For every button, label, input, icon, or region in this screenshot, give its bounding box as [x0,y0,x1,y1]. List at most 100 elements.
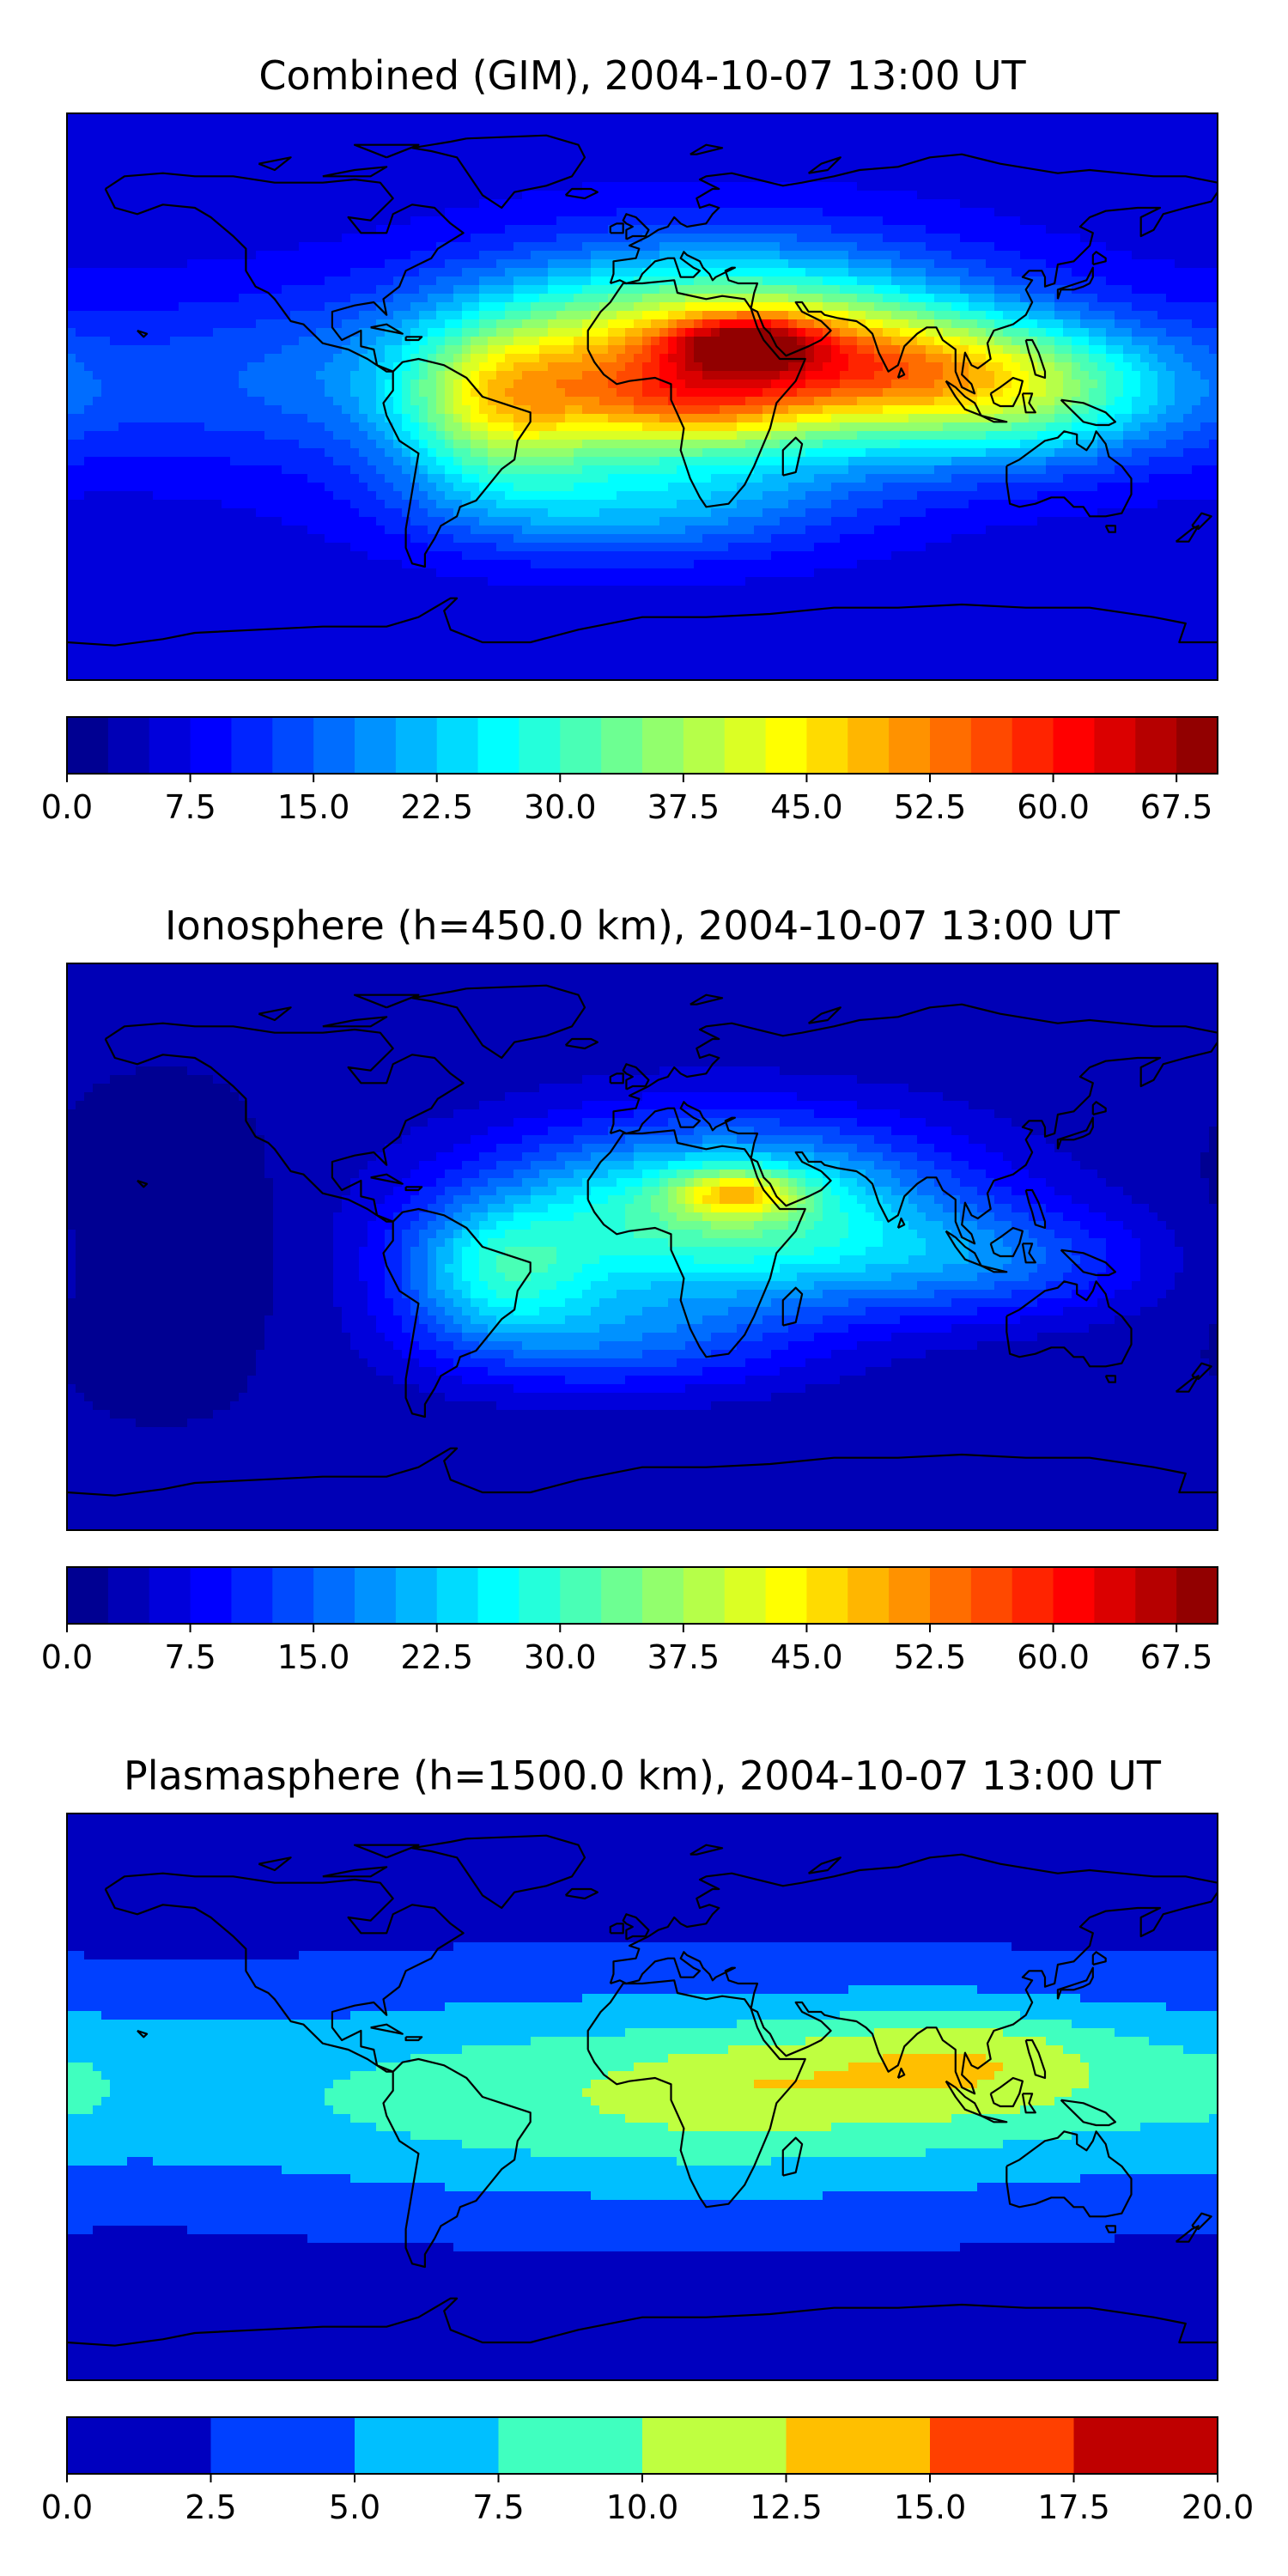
heatmap-cell [513,294,523,303]
heatmap-cell [1106,113,1115,123]
heatmap-cell [908,276,918,286]
heatmap-cell [479,362,489,372]
heatmap-cell [471,311,480,320]
heatmap-cell [488,139,497,149]
heatmap-cell [883,173,892,183]
heatmap-cell [762,131,772,140]
heatmap-cell [479,122,489,131]
heatmap-cell [917,354,927,363]
heatmap-cell [179,380,188,389]
heatmap-cell [908,294,918,303]
heatmap-cell [840,131,849,140]
heatmap-cell [368,311,377,320]
heatmap-cell [848,268,858,277]
heatmap-cell [1157,173,1167,183]
heatmap-cell [685,294,695,303]
heatmap-cell [866,345,875,355]
heatmap-cell [556,225,566,234]
heatmap-cell [900,268,909,277]
heatmap-cell [513,251,523,260]
heatmap-cell [505,199,514,209]
heatmap-cell [548,422,557,432]
heatmap-cell [951,259,961,269]
heatmap-cell [1097,276,1107,286]
heatmap-cell [273,354,283,363]
heatmap-cell [977,113,987,123]
heatmap-cell [247,388,257,398]
heatmap-cell [823,380,832,389]
heatmap-cell [659,362,669,372]
heatmap-cell [737,148,746,157]
heatmap-cell [994,422,1004,432]
heatmap-cell [634,234,643,243]
heatmap-cell [1175,182,1184,191]
heatmap-cell [1123,311,1133,320]
heatmap-cell [170,319,179,329]
heatmap-cell [84,397,94,406]
heatmap-cell [1012,354,1021,363]
heatmap-cell [1157,156,1167,166]
heatmap-cell [333,259,343,269]
heatmap-cell [136,431,145,440]
heatmap-cell [574,285,583,295]
heatmap-cell [797,328,806,337]
heatmap-cell [1200,191,1210,200]
heatmap-cell [857,242,866,252]
heatmap-cell [788,122,798,131]
heatmap-cell [488,345,497,355]
heatmap-cell [754,148,763,157]
heatmap-cell [780,242,789,252]
heatmap-cell [213,311,222,320]
heatmap-cell [101,251,111,260]
heatmap-cell [591,182,600,191]
heatmap-cell [1037,388,1047,398]
heatmap-cell [290,251,300,260]
heatmap-cell [471,345,480,355]
heatmap-cell [960,397,969,406]
heatmap-cell [256,405,265,415]
heatmap-cell [814,131,823,140]
heatmap-cell [625,380,635,389]
heatmap-cell [960,414,969,423]
heatmap-cell [84,388,94,398]
heatmap-cell [677,131,686,140]
heatmap-cell [745,234,755,243]
heatmap-cell [960,285,969,295]
heatmap-cell [1072,345,1081,355]
heatmap-cell [651,173,660,183]
heatmap-cell [496,268,506,277]
heatmap-cell [788,259,798,269]
heatmap-cell [376,259,386,269]
heatmap-cell [239,251,248,260]
heatmap-cell [1089,405,1098,415]
heatmap-cell [93,173,102,183]
heatmap-cell [840,405,849,415]
heatmap-cell [307,148,317,157]
heatmap-cell [247,131,257,140]
heatmap-cell [840,139,849,149]
heatmap-cell [659,182,669,191]
heatmap-cell [565,139,574,149]
heatmap-cell [325,371,334,380]
heatmap-cell [565,165,574,174]
heatmap-cell [1106,173,1115,183]
heatmap-cell [1157,216,1167,226]
heatmap-cell [110,422,119,432]
heatmap-cell [204,242,214,252]
heatmap-cell [1149,328,1158,337]
heatmap-cell [428,319,437,329]
heatmap-cell [376,148,386,157]
heatmap-cell [788,362,798,372]
heatmap-cell [1003,319,1012,329]
heatmap-cell [144,251,154,260]
heatmap-cell [282,234,291,243]
heatmap-cell [436,380,446,389]
heatmap-cell [823,216,832,226]
heatmap-cell [230,131,240,140]
heatmap-cell [1200,276,1210,286]
heatmap-cell [179,268,188,277]
heatmap-cell [118,371,128,380]
heatmap-cell [651,397,660,406]
heatmap-cell [282,431,291,440]
heatmap-cell [453,345,463,355]
